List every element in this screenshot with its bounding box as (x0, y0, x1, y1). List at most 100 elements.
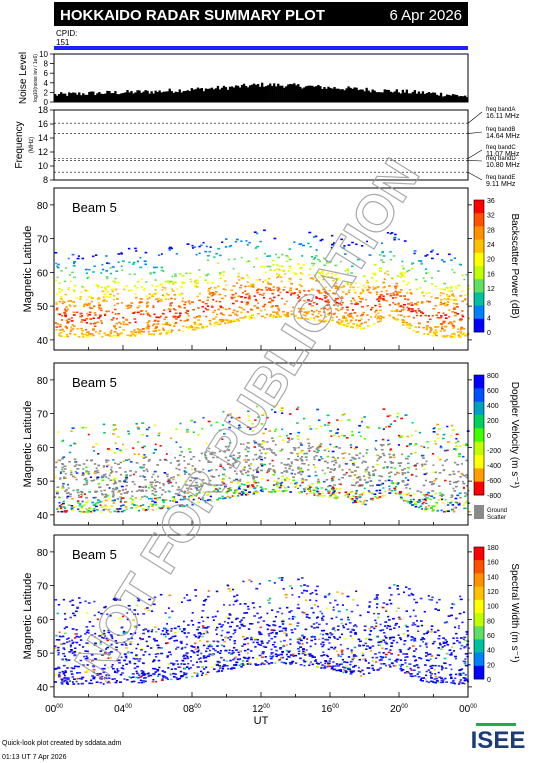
radar-echo (323, 667, 326, 669)
radar-echo (215, 253, 218, 255)
radar-echo (425, 268, 427, 270)
noise-bar (253, 84, 255, 102)
radar-echo (389, 304, 391, 306)
radar-echo (299, 643, 301, 645)
colorbar-segment (474, 292, 484, 306)
radar-echo (179, 446, 181, 448)
radar-echo (434, 608, 437, 610)
radar-echo (244, 297, 247, 299)
radar-echo (303, 463, 305, 465)
radar-echo (105, 461, 107, 463)
radar-echo (209, 293, 211, 295)
colorbar-tick-label: -200 (487, 448, 501, 455)
radar-echo (364, 471, 367, 473)
radar-echo (341, 649, 344, 651)
radar-echo (177, 663, 179, 665)
radar-echo (291, 452, 293, 454)
radar-echo (300, 444, 303, 446)
radar-echo (135, 250, 137, 252)
noise-bar (339, 89, 341, 102)
radar-echo (454, 507, 456, 509)
radar-echo (223, 288, 225, 290)
radar-echo (421, 302, 424, 304)
radar-echo (252, 486, 255, 488)
radar-echo (285, 467, 287, 469)
radar-echo (346, 472, 348, 474)
radar-echo (138, 489, 141, 491)
radar-echo (331, 493, 333, 495)
radar-echo (129, 307, 132, 309)
radar-echo (317, 663, 320, 665)
radar-echo (235, 241, 237, 243)
radar-echo (276, 611, 279, 613)
radar-echo (164, 287, 167, 289)
radar-echo (337, 429, 339, 431)
noise-bar (299, 87, 301, 102)
radar-echo (168, 607, 170, 609)
noise-bar (287, 84, 289, 102)
radar-echo (441, 494, 443, 496)
radar-echo (396, 294, 398, 296)
radar-echo (269, 298, 271, 300)
radar-echo (93, 317, 95, 319)
radar-echo (393, 255, 396, 257)
radar-echo (170, 630, 172, 632)
radar-echo (148, 498, 150, 500)
radar-echo (379, 318, 382, 320)
radar-echo (463, 647, 465, 649)
radar-echo (121, 265, 123, 267)
radar-echo (128, 290, 130, 292)
noise-bar (422, 91, 424, 102)
radar-echo (224, 295, 226, 297)
radar-echo (370, 650, 372, 652)
radar-echo (334, 460, 337, 462)
radar-echo (441, 499, 443, 501)
radar-echo (402, 265, 404, 267)
radar-echo (240, 296, 243, 298)
radar-echo (351, 435, 354, 437)
radar-echo (463, 487, 465, 489)
noise-bar (241, 85, 243, 102)
radar-echo (353, 479, 355, 481)
radar-echo (188, 448, 191, 450)
radar-echo (111, 291, 113, 293)
radar-echo (263, 230, 266, 232)
radar-echo (404, 272, 406, 274)
radar-echo (345, 491, 348, 493)
noise-bar (70, 93, 72, 102)
radar-echo (294, 473, 296, 475)
radar-echo (404, 298, 406, 300)
radar-echo (198, 622, 201, 624)
radar-echo (441, 303, 443, 305)
radar-echo (362, 290, 364, 292)
radar-echo (444, 645, 446, 647)
radar-echo (449, 654, 452, 656)
radar-echo (95, 506, 98, 508)
radar-echo (442, 637, 445, 639)
radar-echo (349, 622, 352, 624)
radar-echo (428, 595, 430, 597)
radar-echo (446, 653, 449, 655)
radar-echo (105, 459, 108, 461)
radar-echo (413, 253, 415, 255)
radar-echo (424, 509, 427, 511)
radar-echo (72, 628, 75, 630)
radar-echo (433, 497, 435, 499)
radar-echo (449, 321, 452, 323)
radar-echo (166, 331, 169, 333)
radar-echo (138, 332, 140, 334)
radar-echo (194, 421, 196, 423)
radar-echo (61, 511, 64, 513)
radar-echo (321, 630, 324, 632)
radar-echo (215, 616, 217, 618)
radar-echo (376, 454, 379, 456)
radar-echo (141, 278, 143, 280)
noise-bar (307, 86, 309, 102)
radar-echo (459, 445, 461, 447)
radar-echo (440, 648, 443, 650)
radar-echo (227, 668, 229, 670)
radar-echo (364, 625, 367, 627)
radar-echo (161, 494, 163, 496)
radar-echo (361, 314, 364, 316)
radar-echo (142, 508, 145, 510)
